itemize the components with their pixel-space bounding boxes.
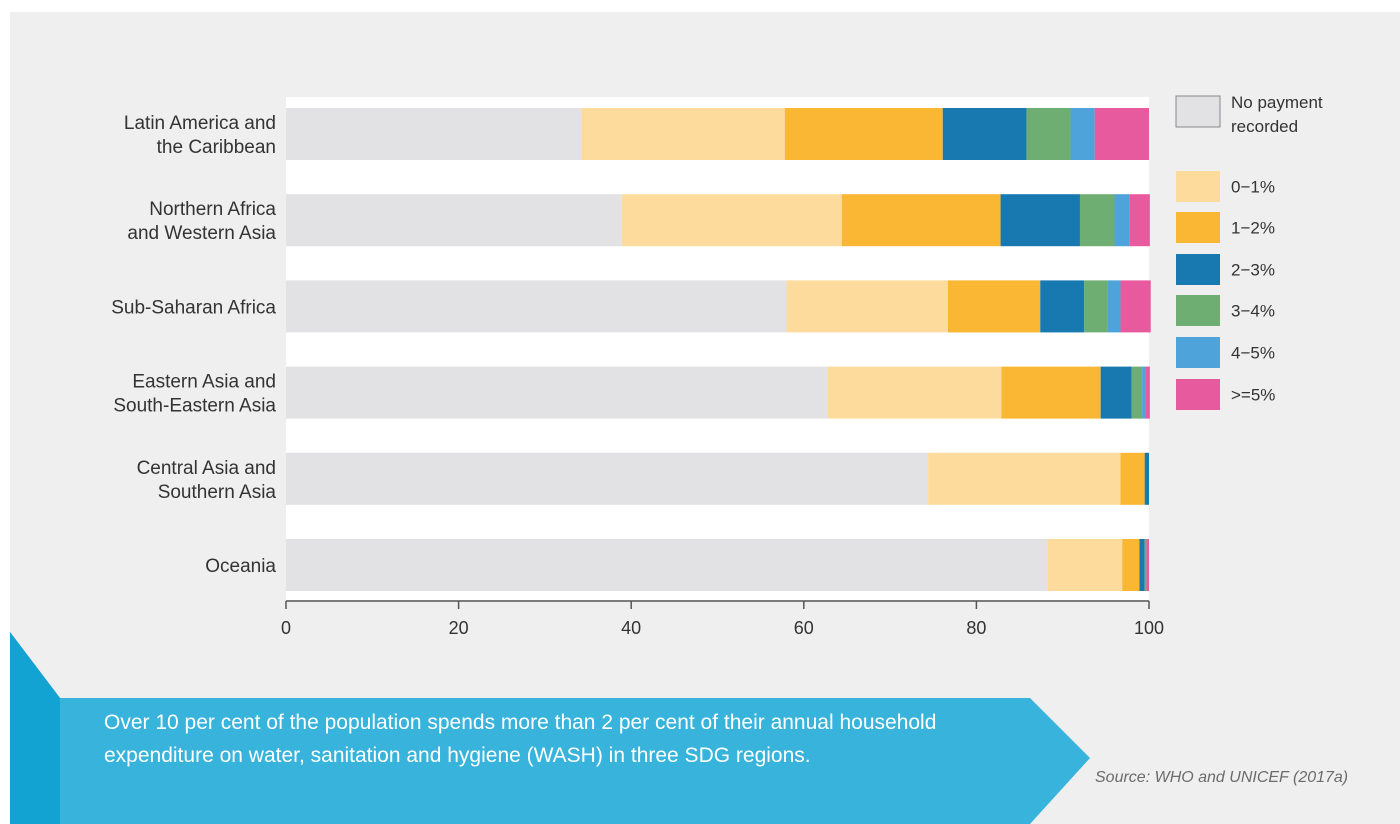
- x-tick-label: 20: [449, 618, 469, 638]
- callout-banner: [10, 632, 1090, 824]
- bar-segment: [1100, 366, 1132, 419]
- bar-segment: [1094, 108, 1149, 160]
- bar-segment: [827, 366, 1002, 419]
- bar-segment: [1070, 108, 1095, 160]
- bar-segment: [786, 280, 948, 333]
- legend-swatch: [1176, 337, 1220, 368]
- bar-segment: [1026, 108, 1071, 160]
- bar-segment: [1000, 194, 1080, 247]
- bar-segment: [1040, 280, 1085, 333]
- category-label: Northern Africa: [149, 199, 276, 220]
- legend-label: 4−5%: [1231, 344, 1275, 363]
- category-label: Sub-Saharan Africa: [111, 297, 276, 318]
- legend-swatch: [1176, 212, 1220, 243]
- bar-segment: [286, 194, 622, 247]
- category-label: Southern Asia: [158, 482, 277, 503]
- bar-segment: [581, 108, 785, 160]
- legend-swatch: [1176, 171, 1220, 202]
- bar-segment: [1142, 366, 1146, 419]
- legend-swatch: [1175, 95, 1221, 128]
- bar-segment: [286, 108, 582, 160]
- bar-segment: [1107, 280, 1121, 333]
- category-label: Oceania: [205, 556, 276, 577]
- bar-segment: [1129, 194, 1150, 247]
- bar-segment: [1139, 539, 1145, 591]
- category-label: the Caribbean: [157, 137, 276, 158]
- bar-segment: [1047, 539, 1123, 591]
- x-tick-label: 60: [794, 618, 814, 638]
- legend-label: 3−4%: [1231, 302, 1275, 321]
- bar-segment: [1114, 194, 1130, 247]
- bar-segment: [286, 280, 787, 333]
- legend-swatch: [1176, 295, 1220, 326]
- bar-segment: [1084, 280, 1108, 333]
- bar-segment: [1145, 366, 1150, 419]
- legend-label: 0−1%: [1231, 178, 1275, 197]
- bar-segment: [1001, 366, 1101, 419]
- bar-segment: [1144, 452, 1149, 505]
- bar-segment: [1131, 366, 1143, 419]
- bar-segment: [621, 194, 842, 247]
- bar-segment: [784, 108, 943, 160]
- x-tick-label: 80: [966, 618, 986, 638]
- bar-segment: [286, 452, 929, 505]
- x-tick-label: 40: [621, 618, 641, 638]
- bar-segment: [947, 280, 1041, 333]
- category-label: and Western Asia: [127, 223, 276, 244]
- bar-segment: [1120, 280, 1151, 333]
- bar-segment: [1079, 194, 1115, 247]
- bar-segment: [942, 108, 1027, 160]
- source-note: Source: WHO and UNICEF (2017a): [1095, 769, 1349, 786]
- legend-label: No payment: [1231, 93, 1323, 112]
- bar-segment: [286, 539, 1048, 591]
- category-label: Latin America and: [124, 113, 276, 134]
- bar-segment: [1122, 539, 1140, 591]
- x-tick-label: 0: [281, 618, 291, 638]
- legend-swatch: [1176, 254, 1220, 285]
- bar-segment: [928, 452, 1121, 505]
- category-label: South-Eastern Asia: [113, 396, 276, 417]
- legend-label: >=5%: [1231, 386, 1275, 405]
- bar-segment: [286, 366, 828, 419]
- plot-area: [286, 97, 1149, 600]
- legend-label: recorded: [1231, 117, 1298, 136]
- callout-text: Over 10 per cent of the population spend…: [104, 711, 937, 767]
- legend-swatch: [1176, 379, 1220, 410]
- category-label: Central Asia and: [137, 458, 276, 479]
- legend-label: 1−2%: [1231, 219, 1275, 238]
- bar-segment: [1120, 452, 1145, 505]
- bar-segment: [1146, 539, 1149, 591]
- legend-label: 2−3%: [1231, 261, 1275, 280]
- bar-segment: [1144, 539, 1147, 591]
- bar-segment: [841, 194, 1001, 247]
- category-label: Eastern Asia and: [132, 372, 276, 393]
- x-tick-label: 100: [1134, 618, 1164, 638]
